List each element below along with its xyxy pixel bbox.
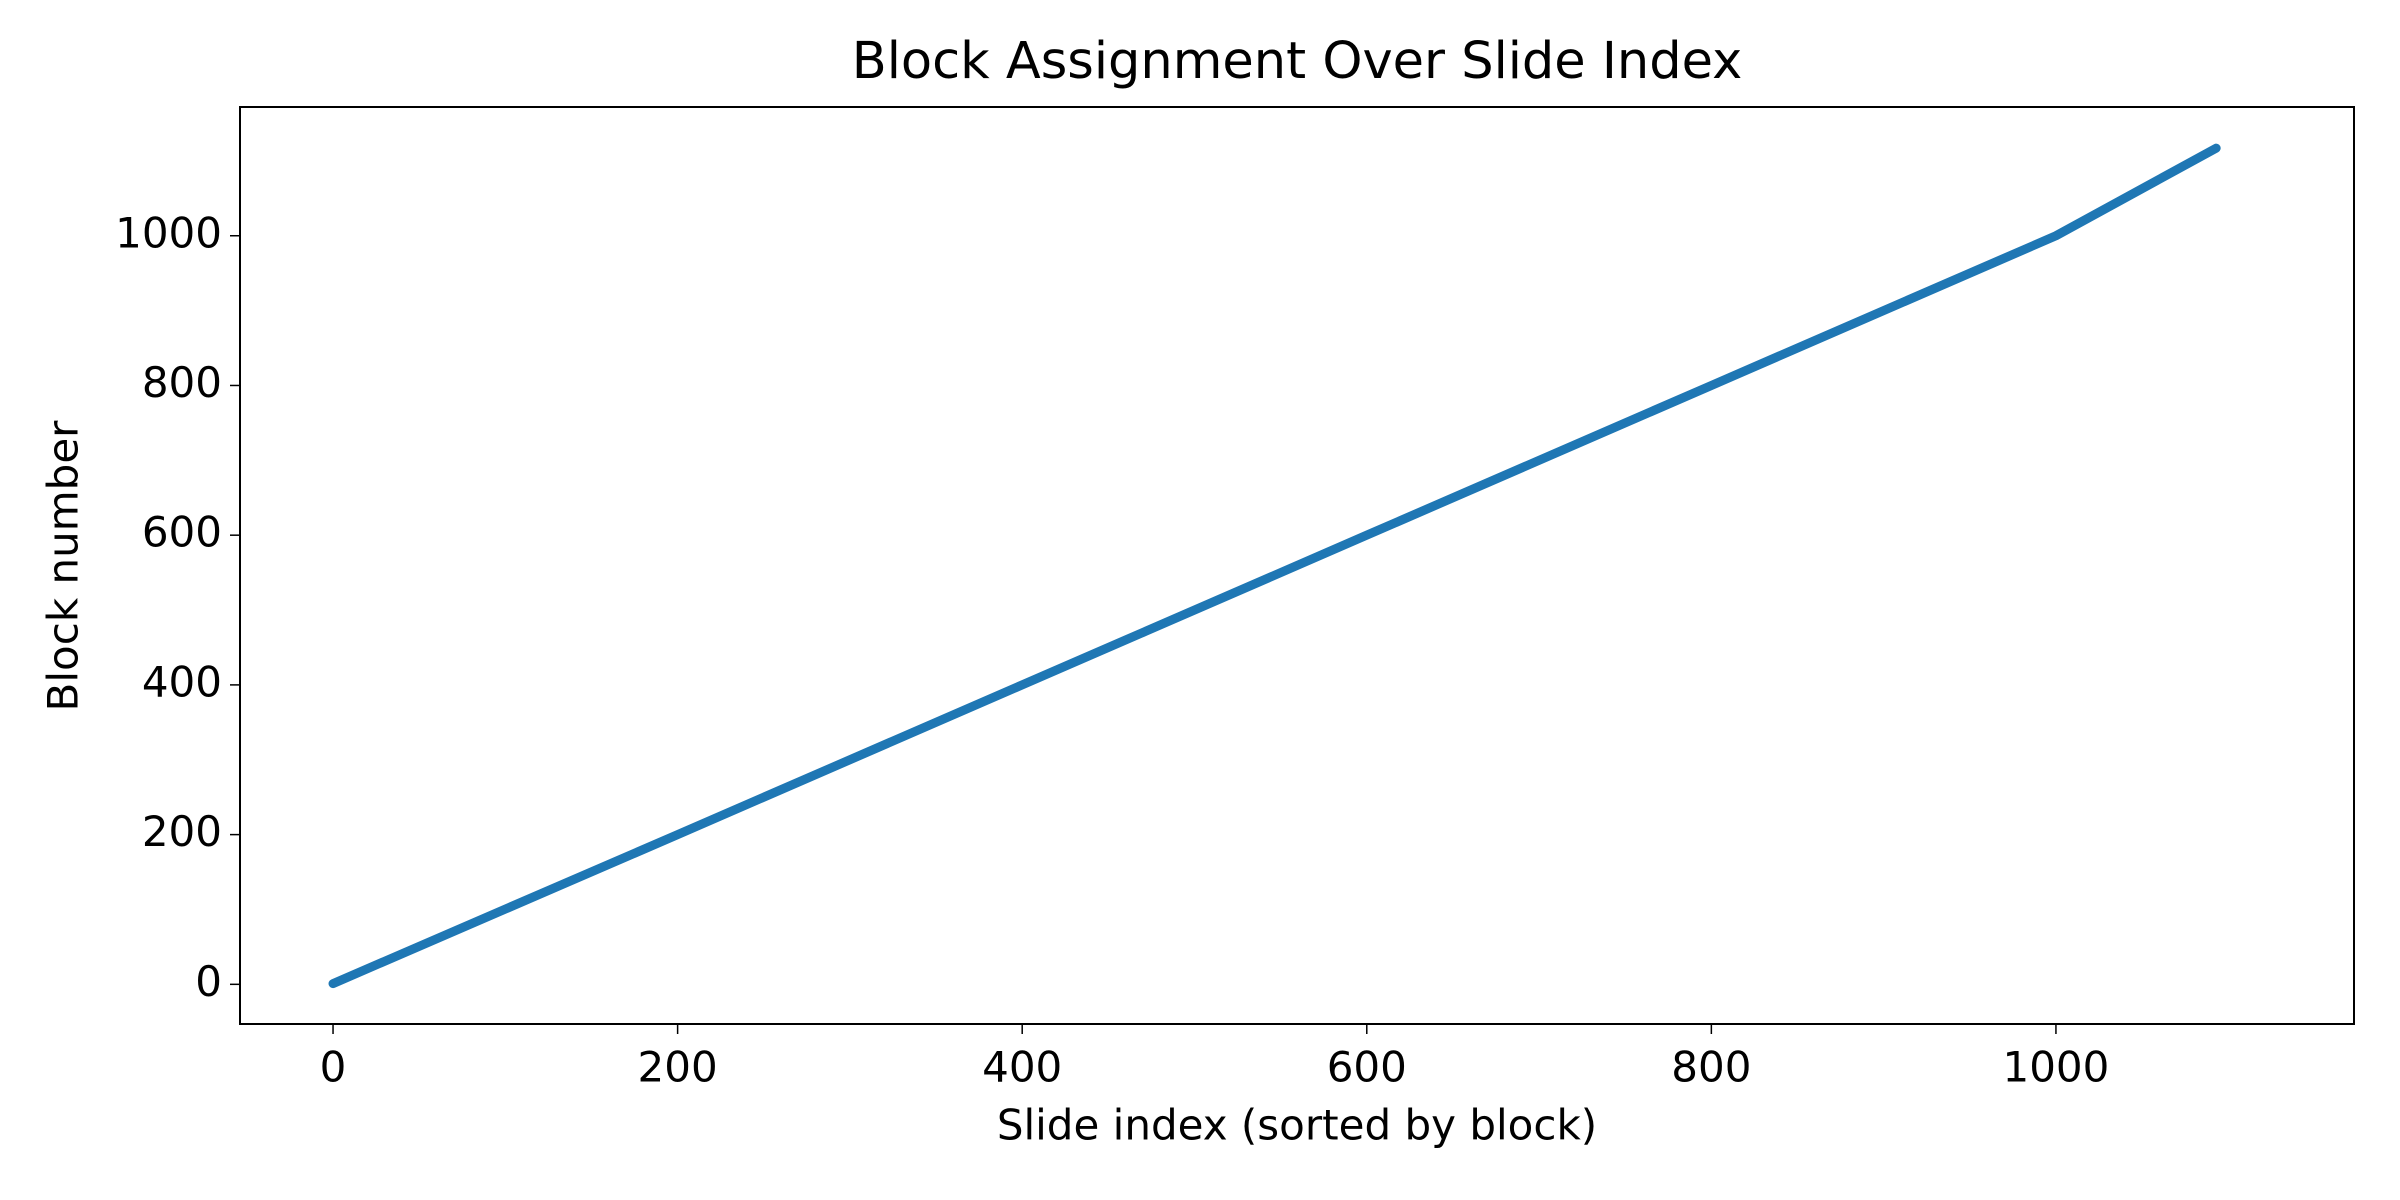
y-tick-label: 200: [142, 807, 222, 856]
y-tick-label: 600: [142, 508, 222, 557]
chart-title: Block Assignment Over Slide Index: [852, 32, 1743, 91]
plot-frame: [239, 106, 2355, 1025]
y-tick-label: 400: [142, 657, 222, 706]
y-tick-label: 0: [195, 957, 222, 1006]
x-tick-label: 400: [982, 1043, 1062, 1092]
x-tick-label: 800: [1671, 1043, 1751, 1092]
x-tick-label: 200: [638, 1043, 718, 1092]
x-tick-label: 0: [320, 1043, 347, 1092]
data-line: [328, 143, 2221, 989]
y-axis-label: Block number: [39, 420, 88, 712]
y-tick-label: 1000: [115, 208, 222, 257]
x-tick-label: 600: [1327, 1043, 1407, 1092]
x-tick-label: 1000: [2002, 1043, 2109, 1092]
y-tick-label: 800: [142, 358, 222, 407]
x-axis-label: Slide index (sorted by block): [997, 1101, 1597, 1150]
